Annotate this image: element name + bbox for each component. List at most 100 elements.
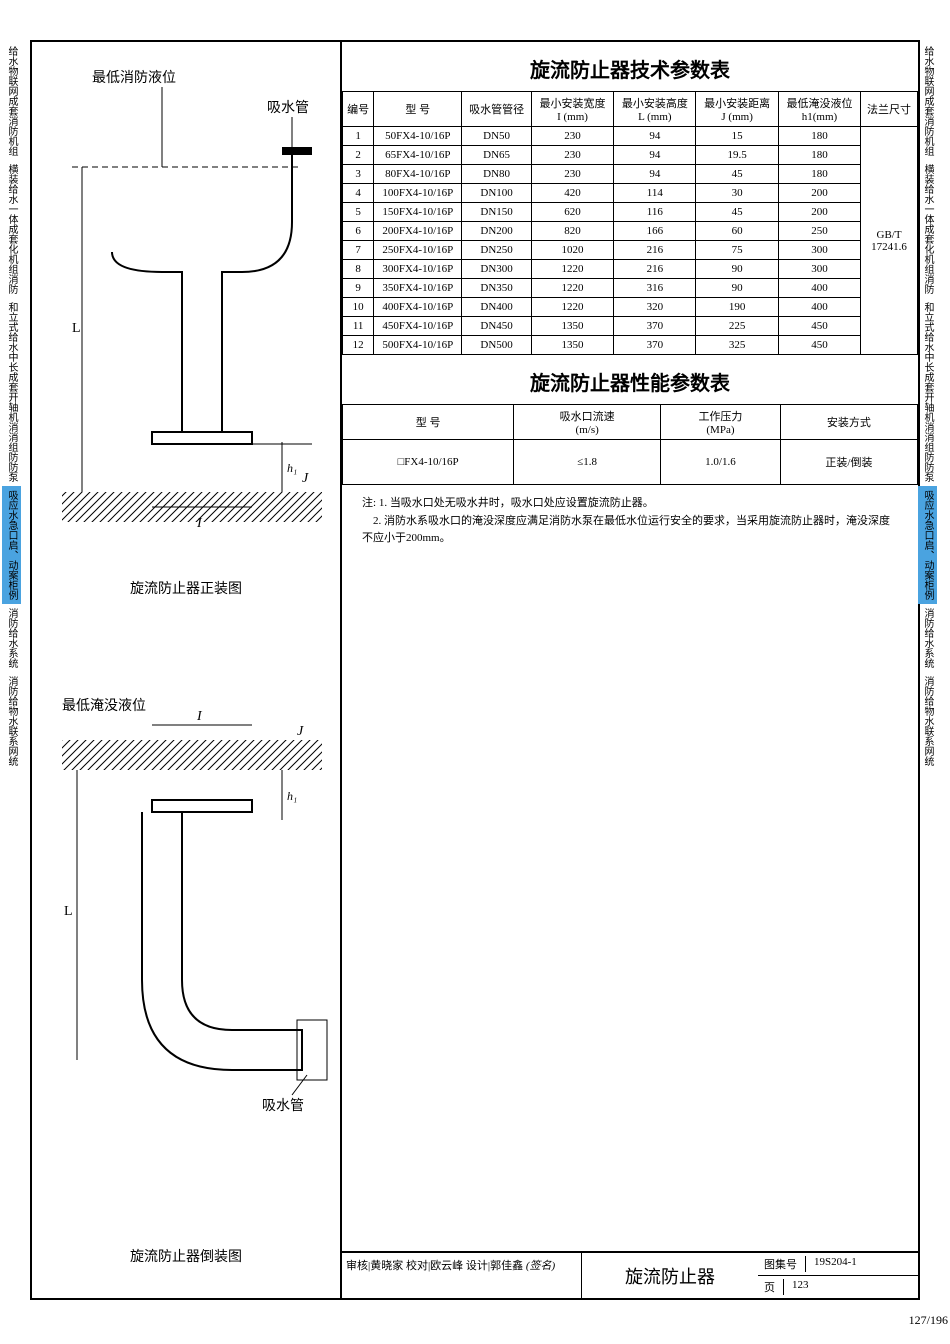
cell: 12 [343, 336, 374, 355]
table-tech-params: 编号型 号吸水管管径最小安装宽度I (mm)最小安装高度L (mm)最小安装距离… [342, 91, 918, 355]
col-header: 安装方式 [780, 405, 917, 440]
table-row: 5150FX4-10/16PDN15062011645200 [343, 203, 918, 222]
table-performance: 型 号吸水口流速(m/s)工作压力(MPa)安装方式 □FX4-10/16P≤1… [342, 404, 918, 485]
cell: 11 [343, 317, 374, 336]
cell: 94 [614, 127, 696, 146]
cell: 1350 [531, 336, 613, 355]
cell: □FX4-10/16P [343, 440, 514, 485]
table-row: 265FX4-10/16PDN652309419.5180 [343, 146, 918, 165]
cell: DN80 [462, 165, 532, 184]
cell: 75 [696, 241, 778, 260]
cell: 116 [614, 203, 696, 222]
cell: 8 [343, 260, 374, 279]
table-row: 8300FX4-10/16PDN300122021690300 [343, 260, 918, 279]
cell: 250 [778, 222, 860, 241]
table-row: 7250FX4-10/16PDN250102021675300 [343, 241, 918, 260]
cell: 3 [343, 165, 374, 184]
cell: 316 [614, 279, 696, 298]
table1-title: 旋流防止器技术参数表 [342, 42, 918, 91]
cell: 420 [531, 184, 613, 203]
cell: 4 [343, 184, 374, 203]
cell: 230 [531, 127, 613, 146]
cell: 620 [531, 203, 613, 222]
tab: 消防给水系统 [2, 604, 21, 672]
table-row: 12500FX4-10/16PDN5001350370325450 [343, 336, 918, 355]
cell: DN65 [462, 146, 532, 165]
col-header: 型 号 [374, 92, 462, 127]
cell: 45 [696, 203, 778, 222]
tab: 消防给物水联系网统 [918, 672, 937, 770]
diagram-caption: 旋流防止器正装图 [42, 572, 330, 604]
cell: 1020 [531, 241, 613, 260]
tab: 给水物联网成套消防机组 [918, 42, 937, 160]
pdf-pagination: 127/196 [909, 1313, 948, 1328]
label: 最低淹没液位 [62, 698, 146, 714]
cell: 1350 [531, 317, 613, 336]
engineering-sheet: 给水物联网成套消防机组 横装给水一体成套化机组消防 和立式给水中长成套开轴机消消… [30, 40, 920, 1300]
cell: 200 [778, 203, 860, 222]
cell: 300FX4-10/16P [374, 260, 462, 279]
label: 最低消防液位 [92, 70, 176, 86]
cell: 114 [614, 184, 696, 203]
cell: 6 [343, 222, 374, 241]
cell: 820 [531, 222, 613, 241]
cell: 30 [696, 184, 778, 203]
cell: 300 [778, 241, 860, 260]
cell: 320 [614, 298, 696, 317]
table-row: 4100FX4-10/16PDN10042011430200 [343, 184, 918, 203]
cell: 1220 [531, 279, 613, 298]
dim: h₁ [287, 789, 297, 803]
cell: DN500 [462, 336, 532, 355]
table-row: 9350FX4-10/16PDN350122031690400 [343, 279, 918, 298]
tab: 横装给水一体成套化机组消防 [918, 160, 937, 298]
cell: DN350 [462, 279, 532, 298]
cell: 正装/倒装 [780, 440, 917, 485]
col-header: 法兰尺寸 [861, 92, 918, 127]
table-row: 380FX4-10/16PDN802309445180 [343, 165, 918, 184]
cell: 216 [614, 260, 696, 279]
cell: 90 [696, 260, 778, 279]
tab: 给水物联网成套消防机组 [2, 42, 21, 160]
cell: 216 [614, 241, 696, 260]
codes: 图集号 19S204-1 页 123 [758, 1253, 918, 1298]
label: 吸水管 [262, 1098, 304, 1114]
cell: 350FX4-10/16P [374, 279, 462, 298]
cell: DN200 [462, 222, 532, 241]
cell: 166 [614, 222, 696, 241]
cell: ≤1.8 [514, 440, 661, 485]
cell: 7 [343, 241, 374, 260]
cell: 225 [696, 317, 778, 336]
notes-prefix: 注: [362, 497, 376, 509]
cell: 100FX4-10/16P [374, 184, 462, 203]
col-header: 工作压力(MPa) [661, 405, 781, 440]
cell: 450 [778, 336, 860, 355]
diagram-caption: 旋流防止器倒装图 [42, 1240, 330, 1272]
col-header: 最小安装距离J (mm) [696, 92, 778, 127]
diagrams-column: 最低消防液位 吸水管 L [32, 42, 342, 1298]
col-header: 型 号 [343, 405, 514, 440]
cell: 500FX4-10/16P [374, 336, 462, 355]
side-tabs-left: 给水物联网成套消防机组 横装给水一体成套化机组消防 和立式给水中长成套开轴机消消… [2, 42, 32, 770]
cell: 370 [614, 317, 696, 336]
cell: 10 [343, 298, 374, 317]
table-row: □FX4-10/16P≤1.81.0/1.6正装/倒装 [343, 440, 918, 485]
cell: 19.5 [696, 146, 778, 165]
cell: 94 [614, 146, 696, 165]
cell: DN100 [462, 184, 532, 203]
cell: 300 [778, 260, 860, 279]
cell: 1220 [531, 298, 613, 317]
tab: 消防给物水联系网统 [2, 672, 21, 770]
note-item: 2. 消防水系吸水口的淹没深度应满足消防水泵在最低水位运行安全的要求，当采用旋流… [362, 515, 890, 545]
tab: 消防给水系统 [918, 604, 937, 672]
cell: DN150 [462, 203, 532, 222]
cell: 370 [614, 336, 696, 355]
cell: 1220 [531, 260, 613, 279]
tab: 和立式给水中长成套开轴机消消组防防泵 [918, 298, 937, 486]
cell: 200FX4-10/16P [374, 222, 462, 241]
cell: 190 [696, 298, 778, 317]
dim: J [297, 724, 304, 739]
cell: 180 [778, 127, 860, 146]
cell: DN250 [462, 241, 532, 260]
table-row: 6200FX4-10/16PDN20082016660250 [343, 222, 918, 241]
cell: 400 [778, 279, 860, 298]
